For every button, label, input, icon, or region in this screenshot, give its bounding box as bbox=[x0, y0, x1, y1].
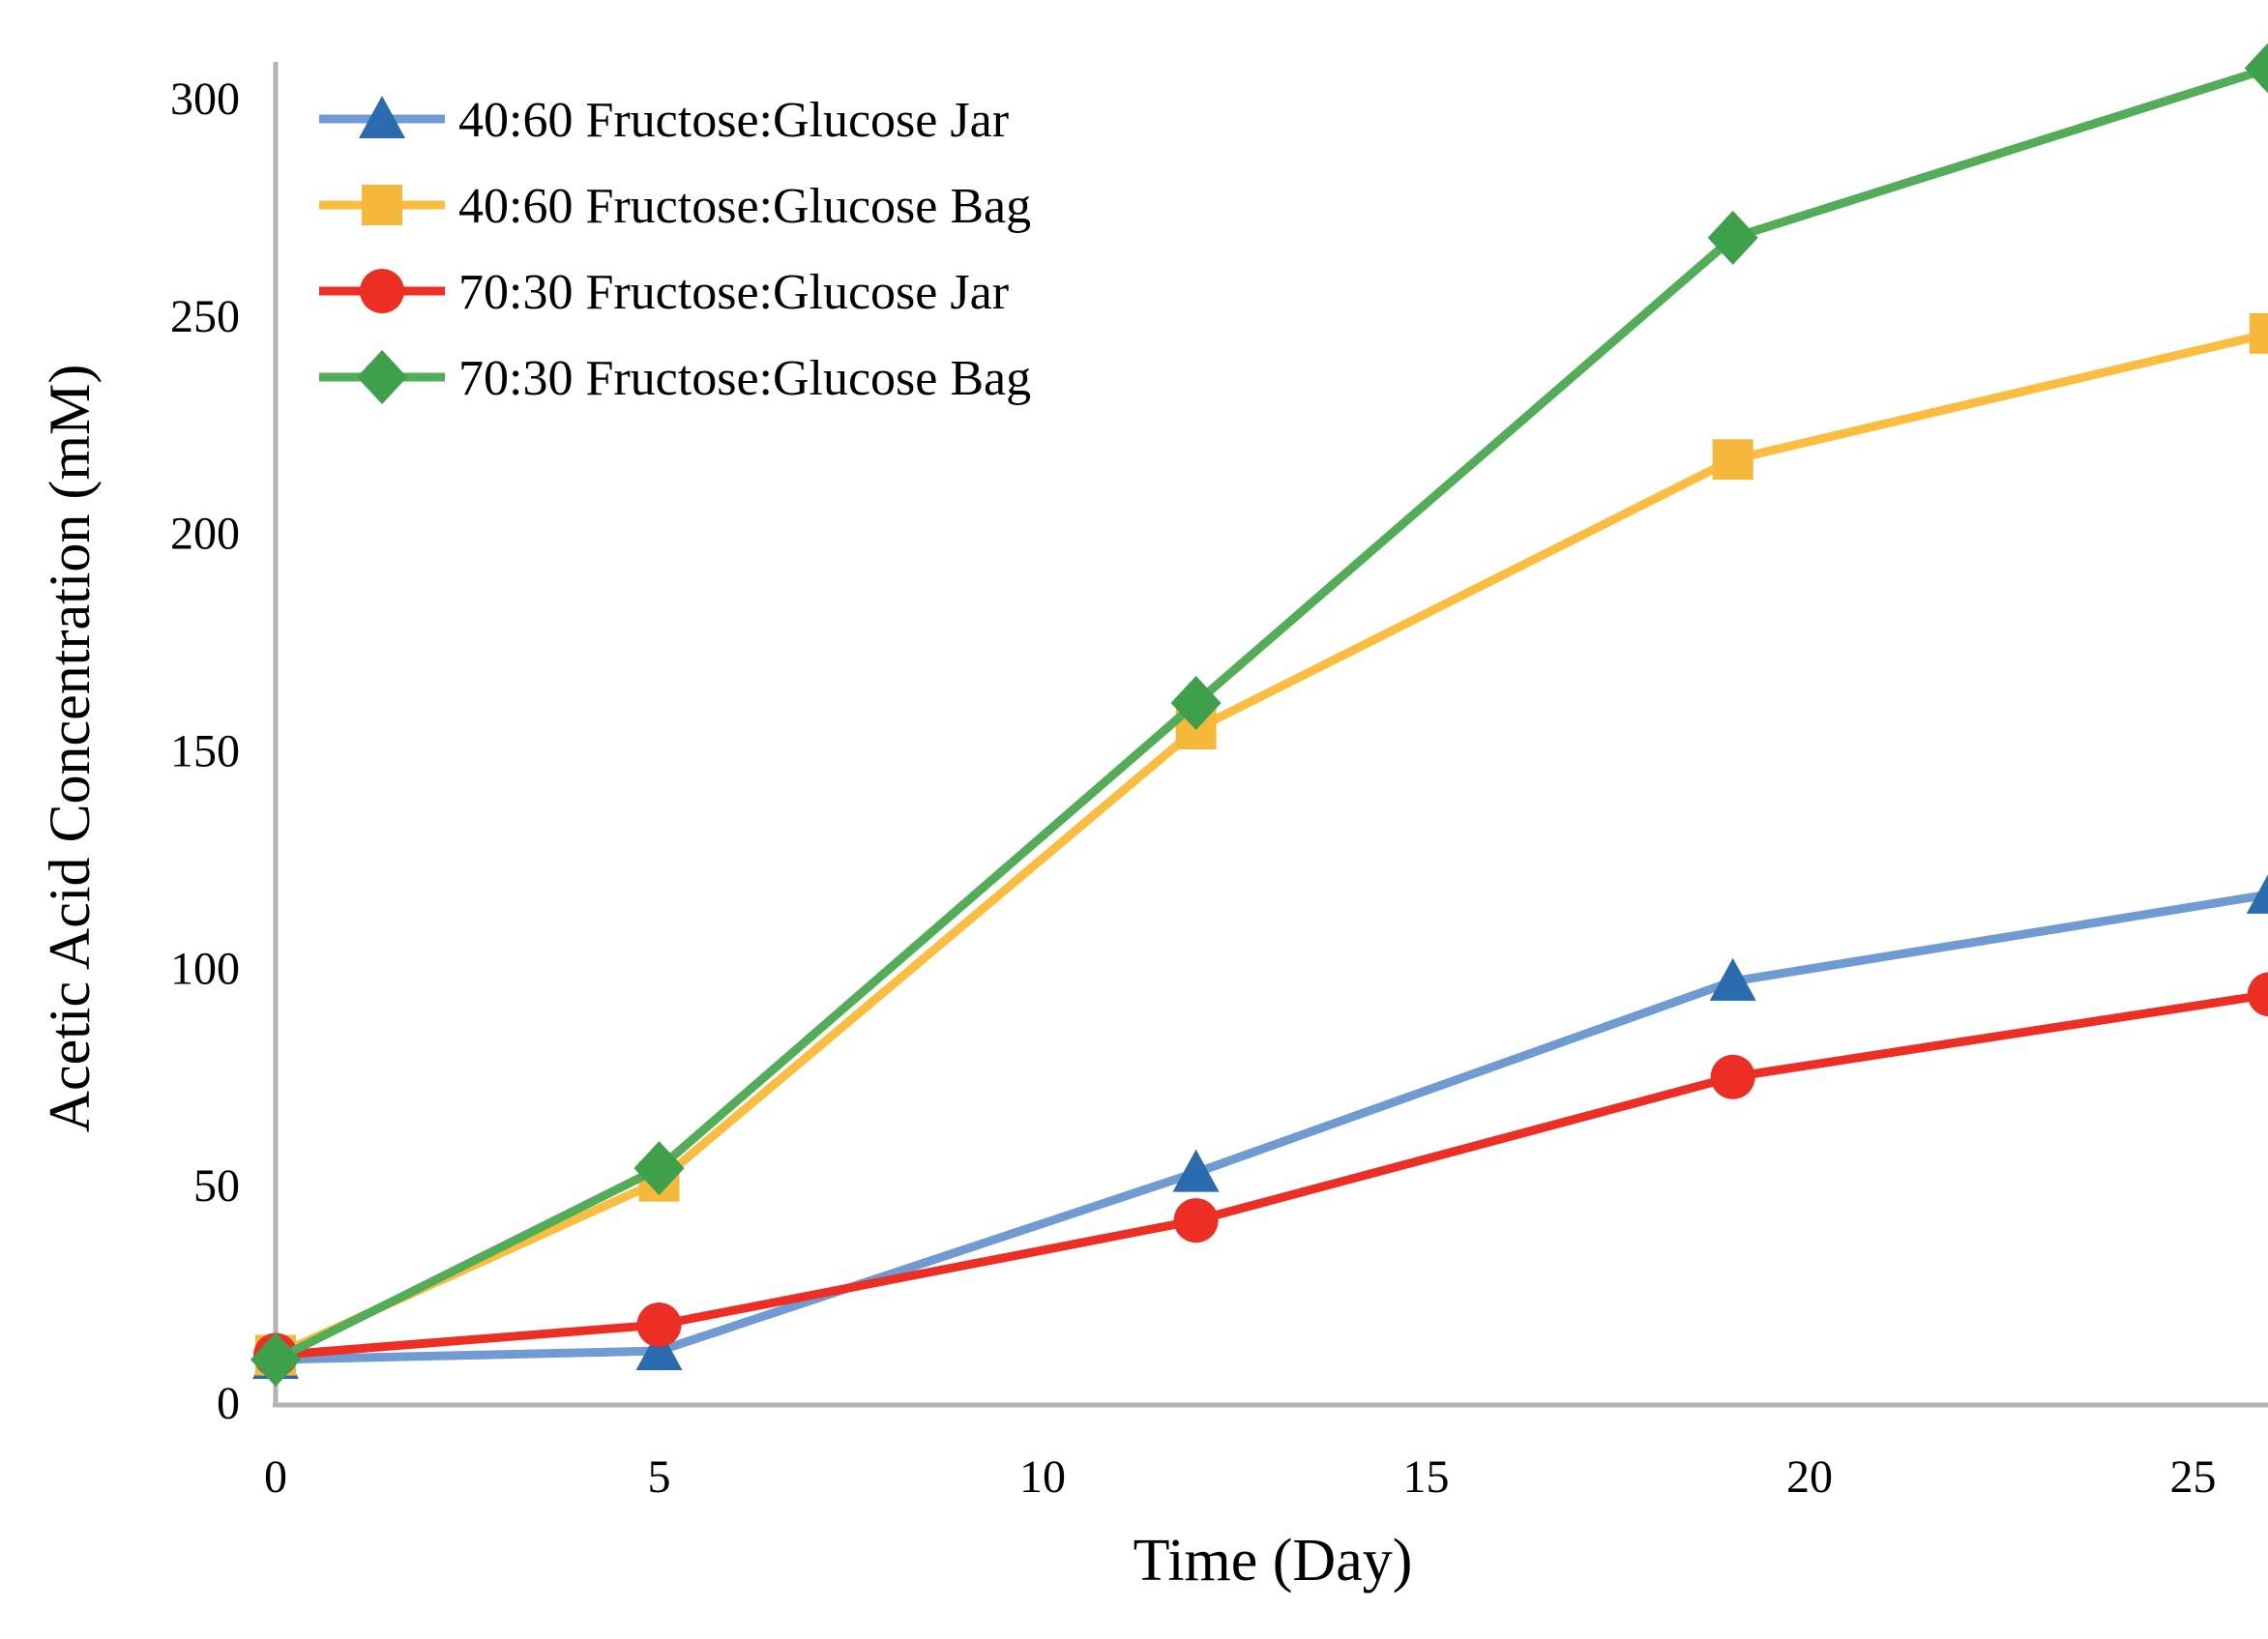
series-0-point-3-triangle-marker-icon bbox=[1709, 957, 1756, 1001]
chart-figure: 0 50 100 150 200 250 300 0 5 10 15 20 25 Acetic Acid … bbox=[39, 15, 2268, 1624]
x-tick-label: 15 bbox=[1403, 1451, 1450, 1503]
legend-item-3: 70:30 Fructose:Glucose Bag bbox=[319, 350, 1031, 406]
series-2-point-3-circle-marker-icon bbox=[1710, 1054, 1755, 1099]
series-1-point-3-square-marker-icon bbox=[1712, 439, 1753, 481]
series-3-point-0-diamond-marker-icon bbox=[250, 1332, 301, 1388]
series-line-0 bbox=[275, 890, 2268, 1364]
x-tick-label: 20 bbox=[1786, 1451, 1833, 1503]
series-3 bbox=[250, 43, 2268, 1388]
legend-item-2: 70:30 Fructose:Glucose Jar bbox=[319, 265, 1009, 320]
y-tick-label: 150 bbox=[170, 725, 240, 776]
series-3-point-3-diamond-marker-icon bbox=[1707, 210, 1758, 265]
legend-diamond-marker-icon bbox=[357, 350, 407, 404]
series-0-point-2-triangle-marker-icon bbox=[1172, 1149, 1220, 1192]
x-tick-label: 10 bbox=[1019, 1451, 1066, 1503]
y-tick-label: 0 bbox=[217, 1378, 240, 1429]
x-tick-label: 5 bbox=[648, 1451, 671, 1503]
series-2-point-2-circle-marker-icon bbox=[1173, 1198, 1219, 1244]
legend-item-1: 40:60 Fructose:Glucose Bag bbox=[319, 179, 1031, 234]
legend-label: 40:60 Fructose:Glucose Bag bbox=[458, 179, 1031, 234]
series-3-point-2-diamond-marker-icon bbox=[1170, 676, 1222, 731]
y-tick-label: 250 bbox=[170, 291, 240, 342]
legend-triangle-marker-icon bbox=[359, 96, 405, 138]
series-1-point-4-square-marker-icon bbox=[2249, 312, 2268, 354]
series-0-point-4-triangle-marker-icon bbox=[2246, 874, 2268, 914]
legend-square-marker-icon bbox=[362, 185, 402, 225]
series-0-point-1-triangle-marker-icon bbox=[635, 1328, 683, 1371]
series-3-point-4-diamond-marker-icon bbox=[2244, 43, 2268, 94]
series-line-2 bbox=[275, 990, 2268, 1361]
legend: 40:60 Fructose:Glucose Jar 40:60 Fructose… bbox=[319, 93, 1031, 406]
y-tick-label: 50 bbox=[193, 1160, 240, 1212]
y-axis-title: Acetic Acid Concentration (mM) bbox=[39, 365, 102, 1133]
x-axis-title: Time (Day) bbox=[1134, 1528, 1413, 1594]
series-2-point-1-circle-marker-icon bbox=[636, 1302, 682, 1348]
x-tick-label: 25 bbox=[2170, 1451, 2217, 1503]
y-tick-label: 200 bbox=[170, 509, 240, 560]
x-tick-label: 0 bbox=[264, 1451, 287, 1503]
legend-label: 40:60 Fructose:Glucose Jar bbox=[458, 93, 1009, 148]
series-2 bbox=[253, 972, 2268, 1378]
y-tick-label: 300 bbox=[170, 73, 240, 125]
series-3-point-1-diamond-marker-icon bbox=[633, 1141, 685, 1196]
legend-label: 70:30 Fructose:Glucose Jar bbox=[458, 265, 1009, 320]
series-2-point-4-circle-marker-icon bbox=[2247, 972, 2268, 1017]
series-0 bbox=[252, 874, 2268, 1380]
y-tick-label: 100 bbox=[170, 943, 240, 994]
legend-item-0: 40:60 Fructose:Glucose Jar bbox=[319, 93, 1009, 148]
y-tick-labels: 0 50 100 150 200 250 300 bbox=[170, 73, 240, 1429]
axes bbox=[273, 62, 2268, 1408]
acetic-acid-concentration-line-chart: 0 50 100 150 200 250 300 0 5 10 15 20 25 Acetic Acid … bbox=[39, 43, 2268, 1594]
x-tick-labels: 0 5 10 15 20 25 bbox=[264, 1451, 2217, 1503]
legend-label: 70:30 Fructose:Glucose Bag bbox=[458, 351, 1031, 406]
series-line-3 bbox=[273, 64, 2268, 1364]
legend-circle-marker-icon bbox=[360, 269, 404, 313]
